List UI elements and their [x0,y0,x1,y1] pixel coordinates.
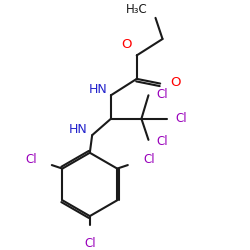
Text: Cl: Cl [157,88,168,101]
Text: Cl: Cl [157,134,168,147]
Text: HN: HN [69,123,87,136]
Text: O: O [171,76,181,89]
Text: H₃C: H₃C [126,2,147,16]
Text: Cl: Cl [25,153,36,166]
Text: Cl: Cl [143,153,155,166]
Text: Cl: Cl [176,112,187,125]
Text: Cl: Cl [84,237,96,250]
Text: HN: HN [89,83,108,96]
Text: O: O [121,38,132,51]
